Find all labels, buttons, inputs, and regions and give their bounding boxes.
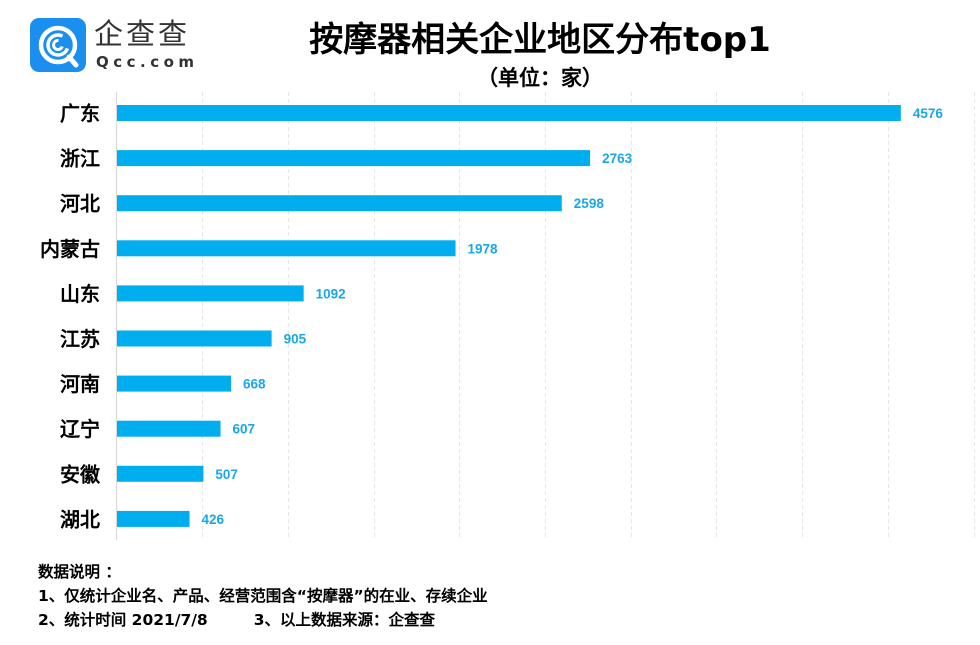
bar [117,420,221,437]
value-label: 905 [284,332,307,347]
bar [117,105,901,121]
value-label: 426 [202,512,225,527]
category-label: 浙江 [60,147,100,171]
bar [117,330,272,347]
logo-name-en: Qcc.com [96,53,199,71]
value-label: 668 [243,377,266,392]
bars [117,105,901,527]
bar [117,150,591,167]
bar [117,465,204,482]
grid-lines [202,92,975,540]
bar [117,375,231,392]
notes-source: 3、以上数据来源：企查查 [253,611,436,629]
chart-title: 按摩器相关企业地区分布top1 [309,20,771,60]
category-label: 河南 [60,372,100,396]
data-notes: 数据说明 ： 1、仅统计企业名、产品、经营范围含“按摩器”的在业、存续企业 2、… [38,560,488,632]
bar [117,240,456,257]
notes-line-2: 2、统计时间 2021/7/8 3、以上数据来源：企查查 [38,608,488,632]
logo-name-cn: 企查查 [94,17,191,51]
value-label: 507 [215,467,238,482]
category-label: 安徽 [60,462,101,486]
value-label: 607 [233,422,256,437]
value-labels: 4576 2763 2598 1978 1092 905 668 607 507 426 [202,106,944,527]
notes-stat-date: 2、统计时间 2021/7/8 [38,611,208,629]
value-label: 1092 [316,286,346,301]
chart-subtitle: （单位：家） [477,66,603,90]
value-label: 4576 [913,106,944,121]
category-label: 山东 [60,282,100,306]
notes-line-1: 1、仅统计企业名、产品、经营范围含“按摩器”的在业、存续企业 [38,587,488,605]
value-label: 1978 [468,241,499,256]
bar [117,195,562,212]
value-label: 2763 [602,151,633,166]
bar [117,285,304,302]
qcc-logo-icon [30,18,86,72]
category-label: 辽宁 [60,417,100,441]
category-label: 湖北 [60,507,100,531]
notes-heading: 数据说明 ： [38,563,121,581]
category-label: 河北 [60,192,100,216]
value-label: 2598 [574,196,605,211]
bar [117,510,190,527]
category-label: 内蒙古 [40,237,100,261]
category-label: 广东 [60,102,100,126]
category-label: 江苏 [60,327,100,351]
